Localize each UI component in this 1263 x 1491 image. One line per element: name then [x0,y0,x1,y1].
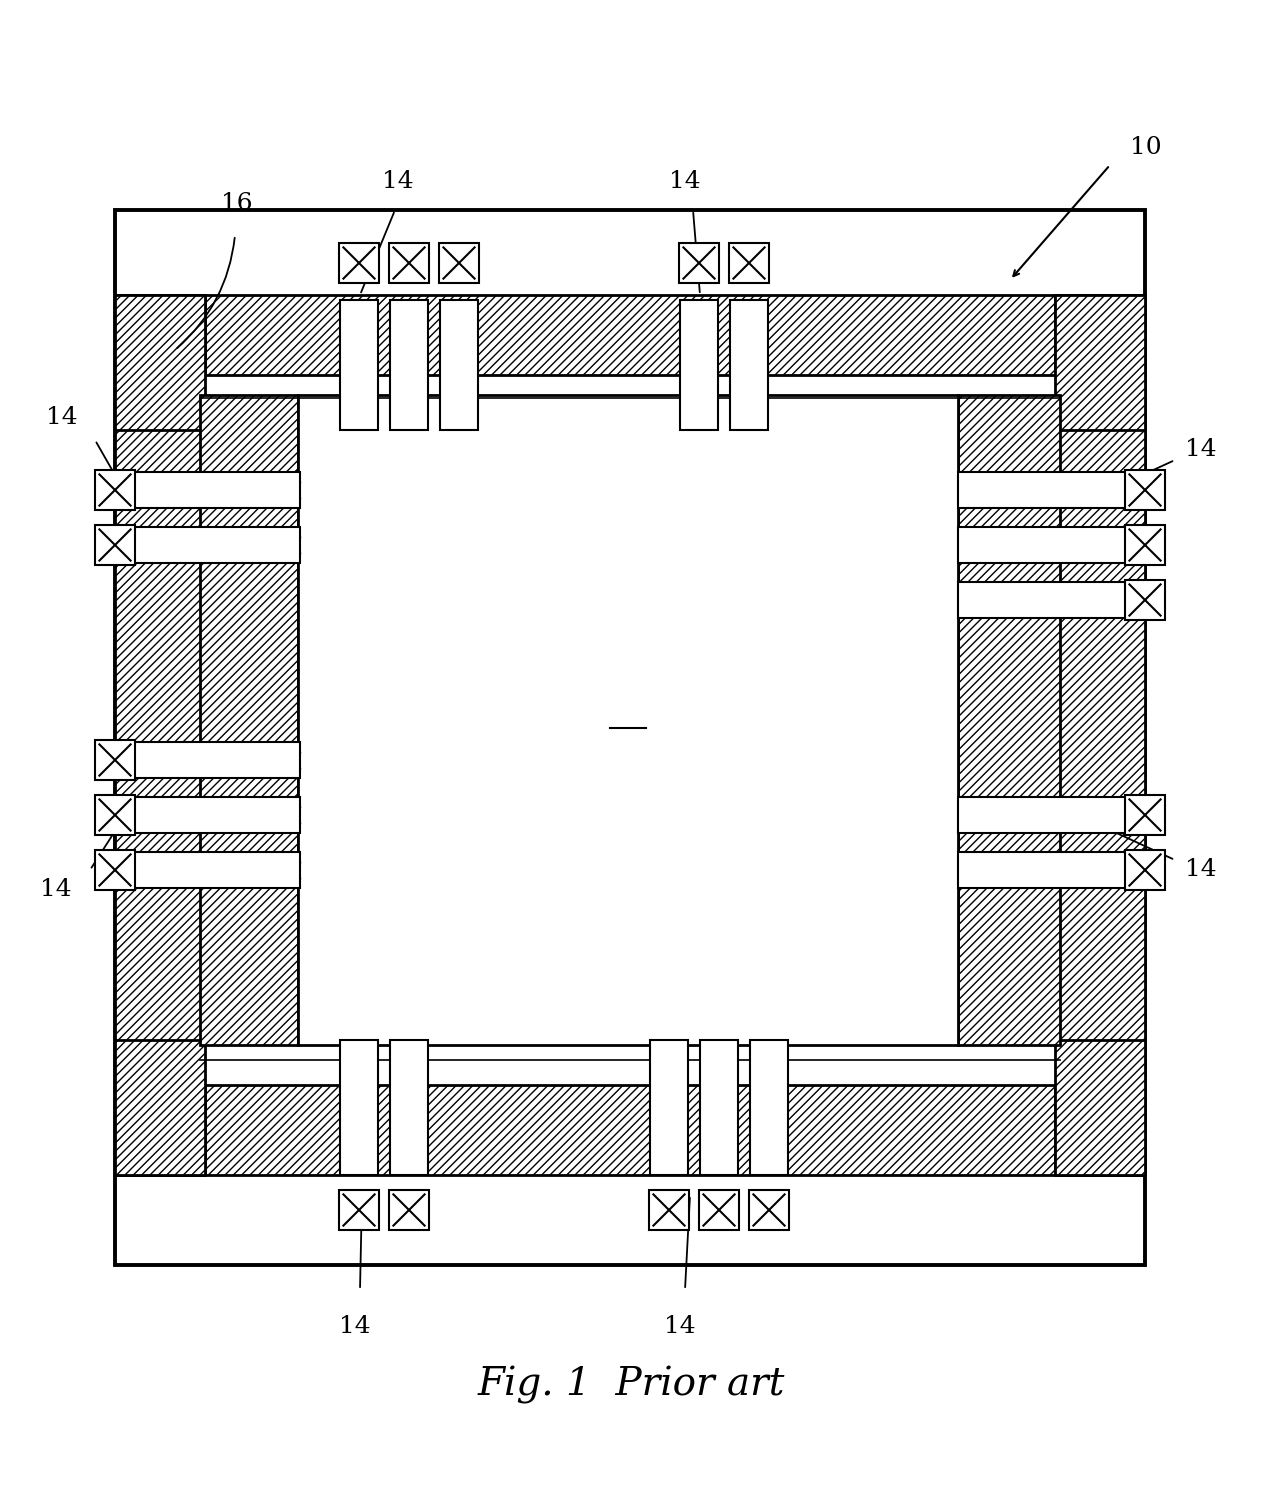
Bar [115,295,205,429]
Bar [959,395,1060,1045]
Bar [679,300,717,429]
Bar [95,740,135,780]
Bar [130,743,301,778]
Text: 14: 14 [340,1315,371,1337]
Bar [959,473,1130,508]
Bar [390,300,428,429]
Bar [1125,580,1164,620]
Bar [298,395,959,1045]
Bar [650,1041,688,1175]
Text: 14: 14 [669,170,701,192]
Bar [130,473,301,508]
Bar [338,1190,379,1230]
Text: 14: 14 [47,407,78,429]
Bar [679,243,719,283]
Text: Fig. 1  Prior art: Fig. 1 Prior art [477,1366,786,1405]
Bar [115,295,205,1175]
Bar [698,1190,739,1230]
Bar [115,210,1146,1264]
Bar [390,1041,428,1175]
Bar [340,1041,378,1175]
Bar [730,300,768,429]
Bar [115,295,1146,429]
Bar [130,526,301,564]
Text: 10: 10 [1130,137,1162,160]
Text: 14: 14 [1185,859,1216,881]
Bar [1125,470,1164,510]
Bar [1125,525,1164,565]
Bar [959,526,1130,564]
Bar [1055,295,1146,429]
Bar [959,851,1130,889]
Bar [749,1190,789,1230]
Bar [200,395,298,1045]
Bar [1055,1041,1146,1175]
Bar [649,1190,690,1230]
Text: 12: 12 [609,699,648,731]
Bar [130,798,301,833]
Bar [959,581,1130,617]
Bar [700,1041,738,1175]
Bar [115,1041,205,1175]
Bar [338,243,379,283]
Bar [389,1190,429,1230]
Text: 14: 14 [40,878,72,902]
Text: 14: 14 [383,170,414,192]
Bar [959,798,1130,833]
Bar [1055,295,1146,1175]
Bar [200,376,1060,429]
Bar [440,243,479,283]
Text: 14: 14 [1185,438,1216,462]
Bar [1125,795,1164,835]
Bar [115,1041,1146,1175]
Bar [95,525,135,565]
Bar [95,470,135,510]
Bar [729,243,769,283]
Bar [95,850,135,890]
Bar [95,795,135,835]
Bar [1125,850,1164,890]
Bar [389,243,429,283]
Bar [130,851,301,889]
Text: 16: 16 [221,192,253,215]
Bar [440,300,477,429]
Text: 14: 14 [664,1315,696,1337]
Bar [200,1041,1060,1085]
Bar [750,1041,788,1175]
Bar [340,300,378,429]
